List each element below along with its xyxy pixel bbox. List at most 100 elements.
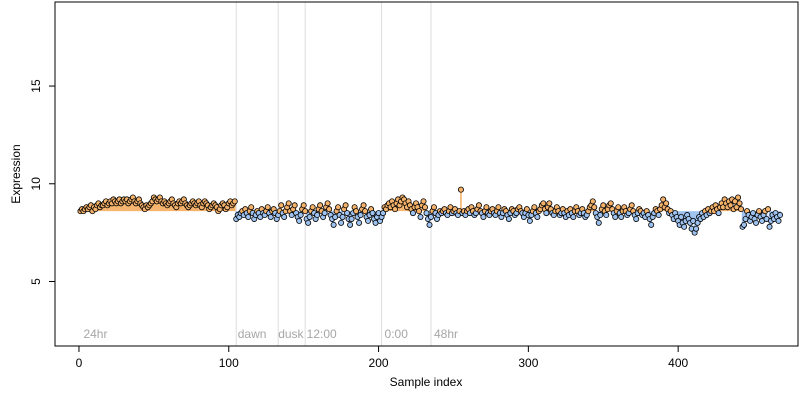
data-point: [607, 200, 614, 207]
y-axis: 5 10 15: [29, 79, 55, 285]
data-point: [356, 219, 363, 226]
data-point: [681, 223, 688, 230]
data-point: [285, 200, 292, 207]
data-point: [339, 213, 346, 220]
data-point: [338, 219, 345, 226]
data-point: [245, 213, 252, 220]
data-point: [296, 217, 303, 224]
y-axis-label: Expression: [9, 144, 23, 203]
data-point: [330, 221, 337, 228]
y-tick-label: 10: [29, 177, 43, 191]
data-point: [526, 217, 533, 224]
data-point: [543, 210, 550, 217]
x-tick-label: 100: [219, 356, 239, 370]
data-point: [324, 200, 331, 207]
data-point: [523, 206, 530, 213]
data-point: [420, 198, 427, 205]
data-point: [570, 213, 577, 220]
data-point: [589, 198, 596, 205]
data-point: [309, 204, 316, 211]
data-point: [278, 202, 285, 209]
data-point: [597, 212, 604, 219]
data-point: [326, 206, 333, 213]
data-point: [694, 219, 701, 226]
data-point: [369, 210, 376, 217]
data-point: [628, 202, 635, 209]
data-point: [305, 219, 312, 226]
plot-frame: [54, 1, 799, 347]
data-point: [648, 221, 655, 228]
data-point: [741, 221, 748, 228]
data-point: [416, 208, 423, 215]
data-point: [777, 212, 784, 219]
data-point: [264, 204, 271, 211]
data-point: [738, 206, 745, 213]
data-point: [427, 213, 434, 220]
data-point: [335, 204, 342, 211]
data-point: [300, 202, 307, 209]
data-point: [663, 200, 670, 207]
y-tick-label: 15: [29, 79, 43, 93]
data-point: [302, 208, 309, 215]
data-point: [231, 198, 238, 205]
data-point: [422, 204, 429, 211]
data-point: [505, 215, 512, 222]
phase-label: dawn: [238, 327, 267, 341]
data-point: [678, 213, 685, 220]
data-point: [426, 221, 433, 228]
x-tick-label: 400: [668, 356, 688, 370]
data-point: [344, 210, 351, 217]
data-point: [727, 202, 734, 209]
data-point: [655, 212, 662, 219]
data-point: [267, 213, 274, 220]
data-point: [480, 213, 487, 220]
data-point: [534, 213, 541, 220]
data-point: [600, 202, 607, 209]
data-point: [347, 221, 354, 228]
data-point: [495, 204, 502, 211]
data-point: [353, 208, 360, 215]
data-point: [297, 212, 304, 219]
data-point: [531, 204, 538, 211]
phase-label: 24hr: [83, 327, 107, 341]
data-point: [321, 210, 328, 217]
data-point: [417, 213, 424, 220]
data-point: [423, 210, 430, 217]
data-point: [306, 213, 313, 220]
y-tick-label: 5: [29, 278, 43, 285]
data-point: [615, 204, 622, 211]
data-point: [766, 223, 773, 230]
phase-labels: 24hr dawn dusk 12:00 0:00 48hr: [83, 327, 458, 341]
data-point: [392, 206, 399, 213]
data-point: [753, 219, 760, 226]
data-point: [281, 213, 288, 220]
data-point: [365, 217, 372, 224]
data-point: [291, 202, 298, 209]
data-point: [736, 200, 743, 207]
x-tick-label: 300: [518, 356, 538, 370]
data-point: [317, 202, 324, 209]
data-point: [546, 200, 553, 207]
data-point: [591, 204, 598, 211]
data-point: [362, 208, 369, 215]
x-axis: 0 100 200 300 400: [76, 346, 688, 370]
data-point: [660, 196, 667, 203]
phase-label: 0:00: [385, 327, 409, 341]
data-point: [775, 217, 782, 224]
data-point: [618, 213, 625, 220]
data-point: [380, 210, 387, 217]
data-points: [77, 186, 784, 236]
data-point: [540, 200, 547, 207]
data-point: [410, 210, 417, 217]
x-axis-label: Sample index: [390, 375, 463, 389]
data-point: [348, 215, 355, 222]
data-point: [612, 213, 619, 220]
data-point: [457, 186, 464, 193]
phase-label: 12:00: [307, 327, 337, 341]
x-tick-label: 200: [369, 356, 389, 370]
data-point: [357, 212, 364, 219]
data-point: [360, 202, 367, 209]
phase-label: 48hr: [434, 327, 458, 341]
data-point: [314, 212, 321, 219]
